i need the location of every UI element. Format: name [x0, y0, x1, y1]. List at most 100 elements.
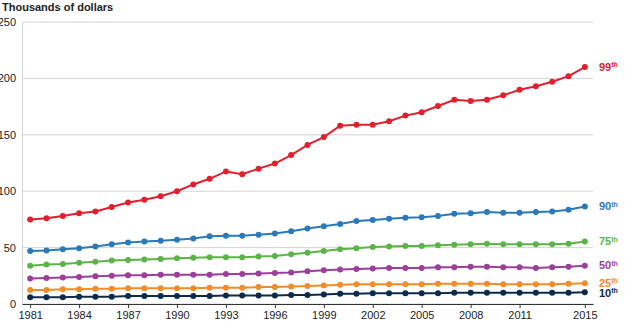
point — [43, 287, 49, 293]
point — [256, 293, 262, 299]
point — [207, 176, 213, 182]
point — [337, 221, 343, 227]
point — [435, 242, 441, 248]
point — [43, 215, 49, 221]
point — [321, 134, 327, 140]
point — [109, 258, 115, 264]
series — [27, 238, 588, 268]
point — [27, 216, 33, 222]
x-tick: 1987 — [116, 304, 140, 321]
point — [190, 236, 196, 242]
point — [337, 267, 343, 273]
point — [43, 294, 49, 300]
point — [141, 197, 147, 203]
x-tick: 2011 — [508, 304, 532, 321]
point — [451, 290, 457, 296]
x-tick-mark — [585, 304, 586, 308]
series-label: 99th — [599, 61, 618, 73]
point — [125, 199, 131, 205]
point — [451, 211, 457, 217]
point — [533, 290, 539, 296]
point — [566, 290, 572, 296]
point — [549, 241, 555, 247]
grid-line — [22, 191, 593, 192]
point — [305, 250, 311, 256]
x-tick: 1984 — [67, 304, 91, 321]
point — [370, 217, 376, 223]
point — [386, 265, 392, 271]
point — [92, 243, 98, 249]
point — [272, 231, 278, 237]
x-tick: 2002 — [361, 304, 385, 321]
point — [484, 241, 490, 247]
series-label: 90th — [599, 200, 618, 212]
point — [402, 243, 408, 249]
point — [517, 264, 523, 270]
grid-line — [22, 304, 593, 305]
series-label: 75th — [599, 235, 618, 247]
point — [451, 97, 457, 103]
point — [239, 233, 245, 239]
point — [468, 241, 474, 247]
point — [321, 267, 327, 273]
point — [76, 274, 82, 280]
point — [60, 246, 66, 252]
y-axis-title: Thousands of dollars — [2, 1, 113, 13]
series — [27, 203, 588, 254]
point — [370, 122, 376, 128]
x-tick-label: 2015 — [573, 309, 597, 321]
point — [566, 207, 572, 213]
y-tick-label: 250 — [0, 16, 16, 28]
x-tick-label: 2011 — [508, 309, 532, 321]
x-tick-mark — [226, 304, 227, 308]
point — [582, 64, 588, 70]
point — [533, 281, 539, 287]
x-tick: 1999 — [312, 304, 336, 321]
series-line — [30, 67, 585, 219]
y-tick-label: 0 — [10, 298, 16, 310]
chart: 0501001502002501981198419871990199319961… — [0, 0, 625, 328]
point — [451, 242, 457, 248]
point — [549, 281, 555, 287]
series-group — [27, 64, 588, 300]
point — [353, 291, 359, 297]
point — [272, 253, 278, 259]
point — [419, 109, 425, 115]
point — [272, 293, 278, 299]
point — [92, 286, 98, 292]
point — [582, 238, 588, 244]
point — [43, 247, 49, 253]
series-line — [30, 206, 585, 251]
x-tick-label: 1990 — [165, 309, 189, 321]
point — [288, 284, 294, 290]
point — [402, 215, 408, 221]
point — [435, 103, 441, 109]
point — [419, 243, 425, 249]
point — [533, 241, 539, 247]
point — [288, 228, 294, 234]
point — [207, 233, 213, 239]
point — [272, 270, 278, 276]
point — [125, 272, 131, 278]
series-line — [30, 241, 585, 265]
point — [288, 152, 294, 158]
point — [402, 290, 408, 296]
x-tick-mark — [520, 304, 521, 308]
point — [223, 254, 229, 260]
point — [321, 282, 327, 288]
point — [43, 275, 49, 281]
point — [109, 204, 115, 210]
point — [141, 238, 147, 244]
point — [60, 261, 66, 267]
point — [158, 285, 164, 291]
x-tick-label: 1993 — [214, 309, 238, 321]
point — [125, 257, 131, 263]
point — [500, 210, 506, 216]
point — [500, 241, 506, 247]
point — [207, 254, 213, 260]
point — [468, 98, 474, 104]
point — [500, 264, 506, 270]
point — [582, 263, 588, 269]
point — [125, 240, 131, 246]
point — [207, 272, 213, 278]
